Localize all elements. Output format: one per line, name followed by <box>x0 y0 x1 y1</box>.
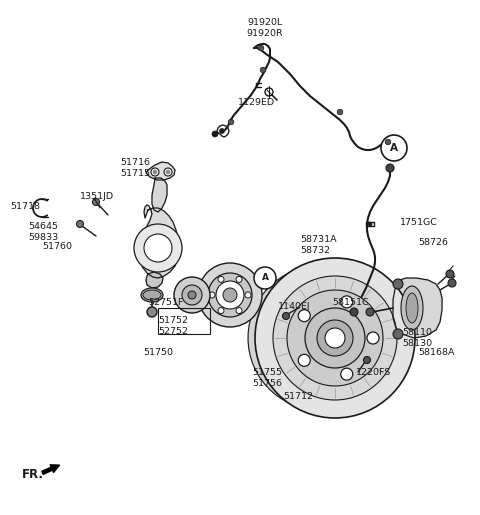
Text: 58110
58130: 58110 58130 <box>402 328 432 348</box>
Circle shape <box>216 281 244 309</box>
Circle shape <box>245 292 251 298</box>
Text: 51755
51756: 51755 51756 <box>252 368 282 388</box>
Circle shape <box>260 67 266 73</box>
Text: 1751GC: 1751GC <box>400 218 438 227</box>
Circle shape <box>182 285 202 305</box>
Circle shape <box>317 320 353 356</box>
Text: 91920L
91920R: 91920L 91920R <box>247 18 283 38</box>
Text: 51750: 51750 <box>143 348 173 357</box>
Circle shape <box>367 332 379 344</box>
Circle shape <box>337 109 343 115</box>
Circle shape <box>446 270 454 278</box>
Circle shape <box>236 307 242 314</box>
Text: 58731A
58732: 58731A 58732 <box>300 235 336 255</box>
Circle shape <box>76 220 84 228</box>
Circle shape <box>153 170 157 174</box>
Polygon shape <box>146 272 163 288</box>
Circle shape <box>254 267 276 289</box>
Circle shape <box>386 164 394 172</box>
Text: 51752
52752: 51752 52752 <box>158 316 188 336</box>
Circle shape <box>223 288 237 302</box>
Polygon shape <box>152 178 167 212</box>
Circle shape <box>341 368 353 380</box>
Text: 52751F: 52751F <box>148 298 183 307</box>
Text: 58168A: 58168A <box>418 348 455 357</box>
Circle shape <box>381 135 407 161</box>
Circle shape <box>218 307 224 314</box>
Circle shape <box>236 277 242 282</box>
Ellipse shape <box>401 286 423 330</box>
Circle shape <box>273 276 397 400</box>
Circle shape <box>208 273 252 317</box>
Circle shape <box>212 131 218 137</box>
Text: FR.: FR. <box>22 468 44 481</box>
Text: 1220FS: 1220FS <box>356 368 391 377</box>
Circle shape <box>219 129 225 133</box>
Ellipse shape <box>406 293 418 323</box>
Text: 51716
51715: 51716 51715 <box>120 158 150 178</box>
Circle shape <box>151 168 159 176</box>
Circle shape <box>287 290 383 386</box>
Polygon shape <box>139 205 179 278</box>
Circle shape <box>209 292 215 298</box>
Text: 51712: 51712 <box>283 392 313 401</box>
Text: 1140EJ: 1140EJ <box>278 302 311 311</box>
Circle shape <box>368 222 372 226</box>
Text: 51718: 51718 <box>10 202 40 211</box>
Polygon shape <box>393 278 442 338</box>
Circle shape <box>298 354 310 366</box>
Text: A: A <box>262 273 268 283</box>
Text: 51760: 51760 <box>42 242 72 251</box>
Circle shape <box>188 291 196 299</box>
Circle shape <box>385 139 391 145</box>
Circle shape <box>448 279 456 287</box>
Circle shape <box>198 263 262 327</box>
Circle shape <box>298 310 310 322</box>
Polygon shape <box>248 266 383 410</box>
Circle shape <box>393 279 403 289</box>
Text: 58151C: 58151C <box>332 298 369 307</box>
Circle shape <box>350 308 358 316</box>
Circle shape <box>325 328 345 348</box>
Circle shape <box>147 307 157 317</box>
Ellipse shape <box>141 288 163 302</box>
Circle shape <box>255 258 415 418</box>
Ellipse shape <box>143 290 161 300</box>
Text: 1129ED: 1129ED <box>238 98 275 107</box>
Circle shape <box>93 198 99 205</box>
Circle shape <box>305 308 365 368</box>
Text: 54645
59833: 54645 59833 <box>28 222 58 242</box>
Circle shape <box>341 296 353 308</box>
Circle shape <box>134 224 182 272</box>
Circle shape <box>164 168 172 176</box>
Circle shape <box>166 170 170 174</box>
Text: 1351JD: 1351JD <box>80 192 114 201</box>
Text: A: A <box>390 143 398 153</box>
Polygon shape <box>146 162 175 180</box>
Circle shape <box>258 45 264 51</box>
Circle shape <box>366 308 374 316</box>
Text: 58726: 58726 <box>418 238 448 247</box>
Circle shape <box>265 88 273 96</box>
Circle shape <box>144 234 172 262</box>
Circle shape <box>228 119 234 125</box>
Circle shape <box>283 313 289 319</box>
Circle shape <box>393 329 403 339</box>
Circle shape <box>363 356 371 364</box>
Circle shape <box>174 277 210 313</box>
Circle shape <box>218 277 224 282</box>
